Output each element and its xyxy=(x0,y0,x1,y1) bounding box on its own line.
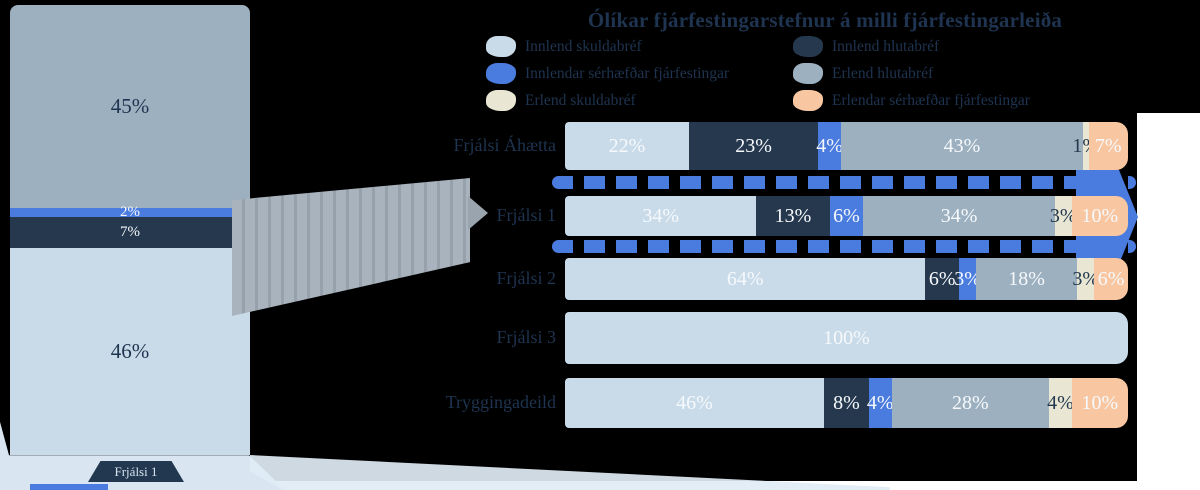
legend-item: Erlendar sérhæfðar fjárfestingar xyxy=(793,90,1030,111)
highlight-dash-bottom xyxy=(552,240,1136,253)
page-margin-right xyxy=(1137,113,1200,490)
bar-segment: 8% xyxy=(823,378,869,428)
bar-segment: 13% xyxy=(756,196,830,236)
legend-item: Innlend hlutabréf xyxy=(793,36,1030,57)
bar-segment: 18% xyxy=(975,258,1078,300)
legend-label: Erlend skuldabréf xyxy=(525,91,636,109)
bar-segment: 7% xyxy=(1088,122,1128,170)
row-label: Frjálsi 2 xyxy=(496,268,556,288)
legend-label: Erlendar sérhæfðar fjárfestingar xyxy=(832,91,1030,109)
row-label: Frjálsi Áhætta xyxy=(453,135,557,155)
legend-label: Erlend hlutabréf xyxy=(832,64,934,82)
bar-segment: 6% xyxy=(1094,258,1128,300)
legend-label: Innlendar sérhæfðar fjárfestingar xyxy=(525,64,729,82)
legend-swatch-blue xyxy=(486,63,516,84)
bar-segment: 100% xyxy=(565,312,1128,364)
bar-segment: 10% xyxy=(1071,378,1128,428)
legend-item: Erlend skuldabréf xyxy=(486,90,729,111)
detail-bar-pedestal-sliver xyxy=(250,455,890,490)
legend-label: Innlend skuldabréf xyxy=(525,37,642,55)
bar-segment: 3% xyxy=(954,258,981,300)
bar-segment: 64% xyxy=(565,258,926,300)
bar-segment: 22% xyxy=(565,122,689,170)
detail-bar-segment: 45% xyxy=(10,5,250,208)
row-bar: 100% xyxy=(565,312,1128,364)
legend-swatch-navy xyxy=(793,36,823,57)
bar-segment: 28% xyxy=(891,378,1050,428)
legend-item: Innlendar sérhæfðar fjárfestingar xyxy=(486,63,729,84)
bar-segment: 46% xyxy=(565,378,824,428)
legend-item: Innlend skuldabréf xyxy=(486,36,729,57)
legend-column-right: Innlend hlutabréf Erlend hlutabréf Erlenda… xyxy=(793,36,1030,111)
highlight-dash-top xyxy=(552,176,1136,189)
bar-segment: 43% xyxy=(840,122,1083,170)
row-bar: 22% 23% 4% 43% 1% 7% xyxy=(565,122,1128,170)
detail-bar-segment: 46% xyxy=(10,248,250,455)
detail-bar-segment: 2% xyxy=(10,204,250,220)
bar-segment: 10% xyxy=(1071,196,1128,236)
detail-bar-segment: 7% xyxy=(10,216,250,248)
detail-bar-caption: Frjálsi 1 xyxy=(88,461,184,482)
row-label: Tryggingadeild xyxy=(445,392,556,412)
row-bar: 46% 8% 4% 28% 4% 10% xyxy=(565,378,1128,428)
legend-swatch-cream xyxy=(486,90,516,111)
legend-swatch-light xyxy=(486,36,516,57)
legend-swatch-gray xyxy=(793,63,823,84)
bar-segment: 4% xyxy=(1047,378,1074,428)
row-bar: 34% 13% 6% 34% 3% 10% xyxy=(565,196,1128,236)
pedestal-accent-strip xyxy=(30,484,108,490)
bar-segment: 6% xyxy=(829,196,864,236)
bar-segment: 3% xyxy=(1072,258,1099,300)
legend-swatch-peach xyxy=(793,90,823,111)
legend-column-left: Innlend skuldabréf Innlendar sérhæfðar fj… xyxy=(486,36,729,111)
row-label: Frjálsi 3 xyxy=(496,327,556,347)
bar-segment: 3% xyxy=(1050,196,1077,236)
bar-segment: 4% xyxy=(867,378,894,428)
legend-label: Innlend hlutabréf xyxy=(832,37,940,55)
bar-segment: 23% xyxy=(688,122,819,170)
bar-segment: 4% xyxy=(816,122,843,170)
detail-stacked-bar: 45% 2% 7% 46% xyxy=(10,5,250,455)
bar-segment: 34% xyxy=(565,196,757,236)
magnifier-beam xyxy=(232,178,470,316)
bar-segment: 6% xyxy=(925,258,960,300)
legend-item: Erlend hlutabréf xyxy=(793,63,1030,84)
bar-segment: 34% xyxy=(863,196,1055,236)
chart-title: Ólíkar fjárfestingarstefnur á milli fjár… xyxy=(587,8,1063,32)
row-bar: 64% 6% 3% 18% 3% 6% xyxy=(565,258,1128,300)
row-label: Frjálsi 1 xyxy=(496,205,556,225)
